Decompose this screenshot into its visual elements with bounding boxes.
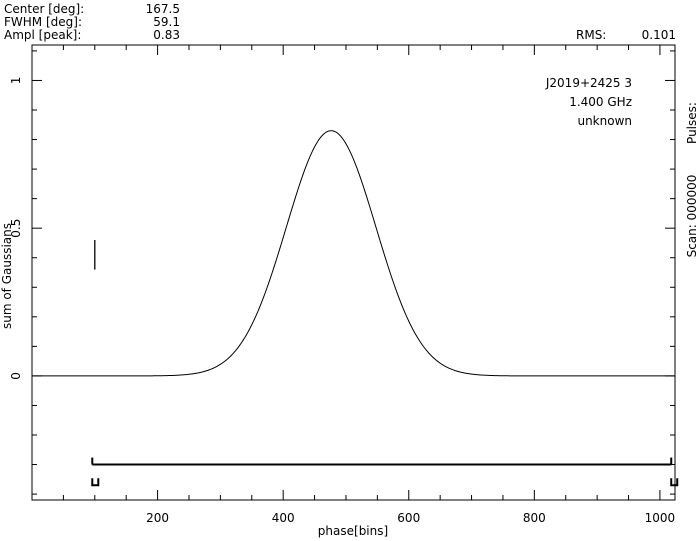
axis-ticks: 200 400 600 800 1000 0 0.5 1 — [9, 45, 675, 525]
scan-label: Scan: 000000 — [685, 175, 697, 258]
fwhm-value: 59.1 — [153, 15, 180, 29]
window-start-marker — [91, 478, 100, 487]
center-value: 167.5 — [146, 2, 180, 16]
x-tick-label: 600 — [397, 511, 420, 525]
rms-label: RMS: — [576, 28, 606, 42]
ampl-value: 0.83 — [153, 28, 180, 42]
x-tick-label: 200 — [146, 511, 169, 525]
y-tick-label: 1 — [9, 77, 23, 85]
plot-frame — [31, 44, 676, 501]
center-label: Center [deg]: — [4, 2, 84, 16]
fwhm-label: FWHM [deg]: — [4, 15, 82, 29]
x-axis-label: phase[bins] — [318, 524, 388, 538]
x-tick-label: 1000 — [645, 511, 676, 525]
source-name: J2019+2425 3 — [545, 76, 632, 90]
status-label: unknown — [577, 114, 632, 128]
frequency-label: 1.400 GHz — [569, 95, 632, 109]
series-line — [32, 130, 675, 377]
y-tick-label: 0.5 — [9, 219, 23, 238]
window-end-marker — [670, 478, 679, 487]
rms-value: 0.101 — [642, 28, 676, 42]
ampl-label: Ampl [peak]: — [4, 28, 81, 42]
pulses-label: Pulses: — [685, 102, 697, 144]
x-tick-label: 400 — [272, 511, 295, 525]
y-tick-label: 0 — [9, 372, 23, 380]
on-pulse-window — [91, 457, 679, 487]
y-axis-label: sum of Gaussians — [0, 223, 14, 329]
x-tick-label: 800 — [523, 511, 546, 525]
